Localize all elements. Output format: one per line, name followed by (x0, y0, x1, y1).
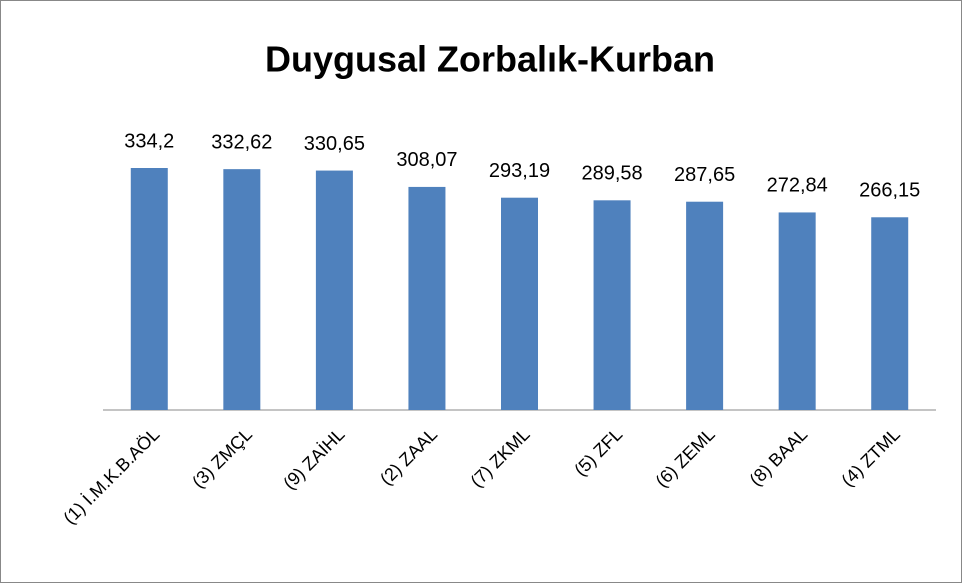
data-label: 334,2 (124, 130, 174, 152)
bar (593, 200, 631, 410)
data-label: 287,65 (674, 164, 735, 186)
data-label: 266,15 (859, 180, 920, 202)
data-label: 293,19 (489, 160, 550, 182)
chart-title: Duygusal Zorbalık-Kurban (265, 39, 715, 80)
bar (686, 201, 724, 410)
bar (501, 197, 538, 410)
bar (130, 168, 168, 410)
bar (778, 212, 816, 410)
bar (408, 186, 446, 410)
bar (315, 170, 353, 410)
data-label: 289,58 (581, 163, 642, 185)
data-label: 332,62 (211, 131, 272, 153)
data-label: 330,65 (304, 133, 365, 155)
bar (871, 217, 909, 410)
data-label: 308,07 (396, 149, 457, 171)
bar (223, 169, 261, 410)
data-label: 272,84 (767, 175, 828, 197)
